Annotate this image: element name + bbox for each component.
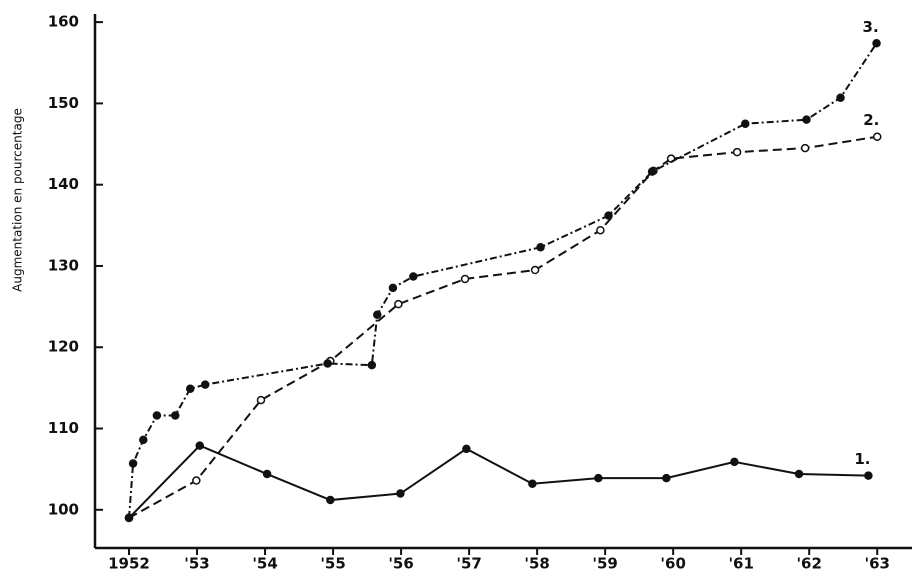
y-tick-label: 160 [48,13,79,31]
data-point [409,272,418,281]
x-tick-label: '60 [660,555,685,573]
data-point [185,384,195,393]
data-point [530,265,540,275]
data-point [528,479,537,489]
data-point [864,471,873,480]
series-label: 3. [863,18,879,36]
x-tick-label: '63 [864,555,889,573]
data-point [373,310,382,319]
data-point [200,380,210,389]
data-point [323,359,332,368]
y-tick-label: 140 [48,175,79,193]
data-point [460,274,470,284]
data-point [536,243,545,252]
data-point [262,469,272,479]
data-point [732,147,742,157]
data-point [139,435,148,445]
y-tick-label: 150 [48,94,79,112]
data-point [326,495,335,505]
series-line [128,444,869,519]
data-point [396,489,405,498]
data-point [872,132,882,141]
data-point [388,283,398,293]
data-point [124,513,134,523]
data-point [794,469,804,479]
y-tick-label: 130 [48,256,79,274]
data-point [171,411,180,420]
data-point [604,211,613,220]
x-tick-label: '61 [728,555,753,573]
x-tick-label: 1952 [108,555,150,573]
data-point [800,143,810,153]
data-point [462,444,471,454]
data-point [872,39,881,48]
x-tick-label: '59 [592,555,617,573]
x-tick-label: '62 [796,555,821,573]
data-point [128,459,138,468]
y-tick-label: 120 [48,338,79,356]
y-tick-label: 100 [48,500,79,518]
data-point [596,225,605,235]
y-axis-label: Augmentation en pourcentage [11,108,25,292]
data-point [394,299,403,309]
data-point [594,473,603,483]
data-point [662,473,671,483]
x-tick-label: '57 [456,555,481,573]
data-point [192,476,201,485]
data-point [195,441,205,450]
data-point [730,457,739,467]
data-point [367,360,377,370]
data-point [836,93,845,102]
y-tick-label: 110 [48,419,79,437]
data-point [802,115,811,124]
x-tick-label: '53 [184,555,209,573]
x-tick-label: '58 [524,555,549,573]
series-label: 2. [863,111,879,129]
x-tick-label: '54 [252,555,277,573]
data-point [647,167,657,176]
x-tick-label: '55 [320,555,345,573]
series-label: 1. [854,450,870,468]
series-line [128,135,878,519]
data-point [256,395,266,405]
x-tick-label: '56 [388,555,413,573]
series-line [128,42,878,519]
data-point [741,119,750,128]
data-point [152,411,162,420]
